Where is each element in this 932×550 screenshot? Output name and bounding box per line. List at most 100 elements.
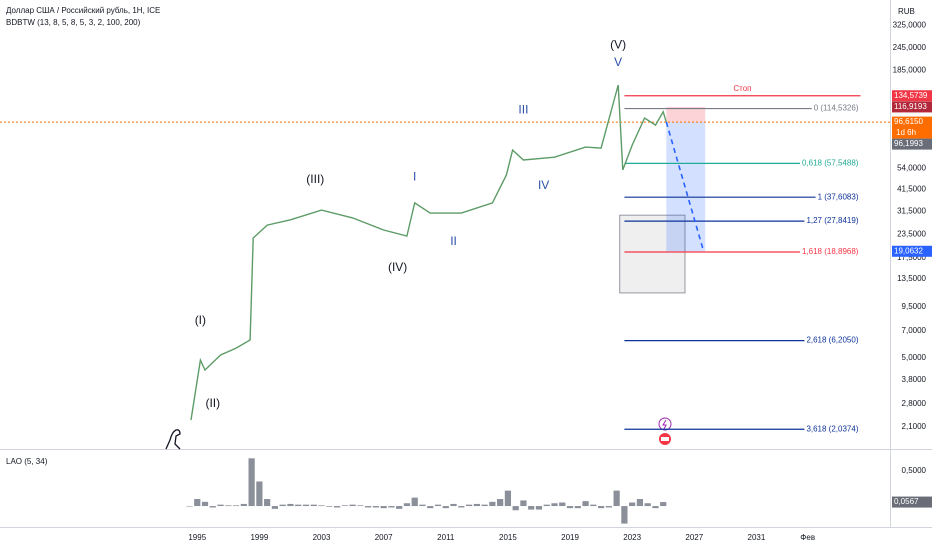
chart-title: Доллар США / Российский рубль, 1Н, ICE [6,6,160,15]
oscillator-bar [613,490,620,507]
y-tick-label: 3,8000 [902,375,927,384]
value-badge-label: 0,0567 [894,497,919,506]
wave-label: V [614,55,622,69]
oscillator-bar [621,506,628,524]
oscillator-bar [512,506,519,511]
oscillator-bar [660,502,667,507]
y-tick-label: 2,1000 [902,422,927,431]
oscillator-bar [271,506,279,509]
oscillator-bar [636,499,644,507]
oscillator-bar [458,506,465,508]
oscillator-bar [497,499,504,507]
oscillator-title: LAO (5, 34) [6,457,48,466]
oscillator-bar [411,497,418,507]
fib-label: 1,618 (18,8968) [802,247,859,256]
oscillator-bar [194,499,201,507]
oscillator-bar [543,504,550,507]
oscillator-bar [201,501,209,507]
oscillator-bar [566,506,574,509]
oscillator-bar [520,500,527,507]
oscillator-bar [644,503,651,507]
oscillator-bar [248,458,255,507]
risk-zone [666,106,706,123]
x-tick-label: 2003 [313,533,331,542]
x-tick-label: 2023 [623,533,641,542]
indicator-label: BDBTW (13, 8, 5, 8, 5, 3, 2, 100, 200) [6,18,141,27]
y-tick-label: 54,0000 [897,164,926,173]
price-badge [892,245,932,257]
x-tick-label: 2011 [437,533,455,542]
price-badge-label: 96,1993 [894,139,923,148]
oscillator-bar [465,504,473,507]
y-tick-label: 2,8000 [902,399,927,408]
projection-line [665,121,705,252]
oscillator-bar [186,506,193,507]
oscillator-bar [597,506,605,509]
oscillator-bar [489,501,496,507]
oscillator-bar [559,502,566,507]
x-tick-label: 2007 [375,533,393,542]
fib-label: 3,618 (2,0374) [806,424,858,433]
oscillator-bar [318,505,325,507]
oscillator-bar [605,506,612,508]
y-tick-label: 9,5000 [902,302,927,311]
fib-label-bg [815,192,861,202]
range-box [619,214,686,294]
oscillator-bar [295,504,302,507]
oscillator-bar [372,506,379,508]
y-tick-label: 31,5000 [897,206,926,215]
y-tick-label: 325,0000 [893,21,927,30]
oscillator-bar [302,504,310,507]
y-tick-label: 0,5000 [902,466,927,475]
oscillator-bar [357,505,364,507]
oscillator-bar [256,481,263,507]
logo-icon [165,429,181,450]
price-badge-label: 96,6150 [894,117,923,126]
oscillator-bar [333,506,341,508]
oscillator-bar [388,506,395,508]
y-tick-label: 13,5000 [897,274,926,283]
oscillator-bar [442,506,449,509]
value-badge [892,496,932,508]
x-tick-label: Фев [800,533,815,542]
price-badge [892,101,932,113]
fib-label-bg [804,335,861,345]
oscillator-bar [481,504,488,507]
oscillator-bar [365,506,372,508]
fib-label-bg [804,216,861,226]
x-tick-label: 1995 [188,533,206,542]
oscillator-bar [427,506,434,509]
fib-label: 2,618 (6,2050) [806,336,858,345]
oscillator-bar [279,504,286,507]
oscillator-bar [349,504,356,507]
oscillator-bar [551,503,558,507]
oscillator-bar [652,506,659,509]
oscillator-bar [240,503,247,507]
oscillator-bar [310,504,317,507]
fib-label-bg [799,158,861,168]
price-badge [892,116,932,139]
y-tick-label: 5,0000 [902,353,927,362]
price-badge [892,138,932,150]
countdown-label: 1d 6h [896,128,916,137]
oscillator-bar [264,499,271,507]
oscillator-bar [590,504,597,507]
oscillator-bar [217,504,224,507]
y-tick-label: 245,0000 [893,43,927,52]
oscillator-bar [434,504,442,507]
oscillator-bar [403,503,411,507]
y-tick-label: 17,5000 [897,253,926,262]
wave-label: I [413,169,416,183]
wave-label: III [518,103,528,117]
x-tick-label: 2027 [685,533,703,542]
y-tick-label: 185,0000 [893,66,927,75]
fib-label: 0 (114,5326) [814,104,859,113]
x-tick-label: 2031 [748,533,766,542]
price-badge [892,90,932,102]
oscillator-bar [396,506,403,509]
currency-label: RUB [898,7,915,16]
x-tick-label: 2019 [561,533,579,542]
wave-label: (V) [610,37,626,51]
wave-label: (II) [205,396,220,410]
